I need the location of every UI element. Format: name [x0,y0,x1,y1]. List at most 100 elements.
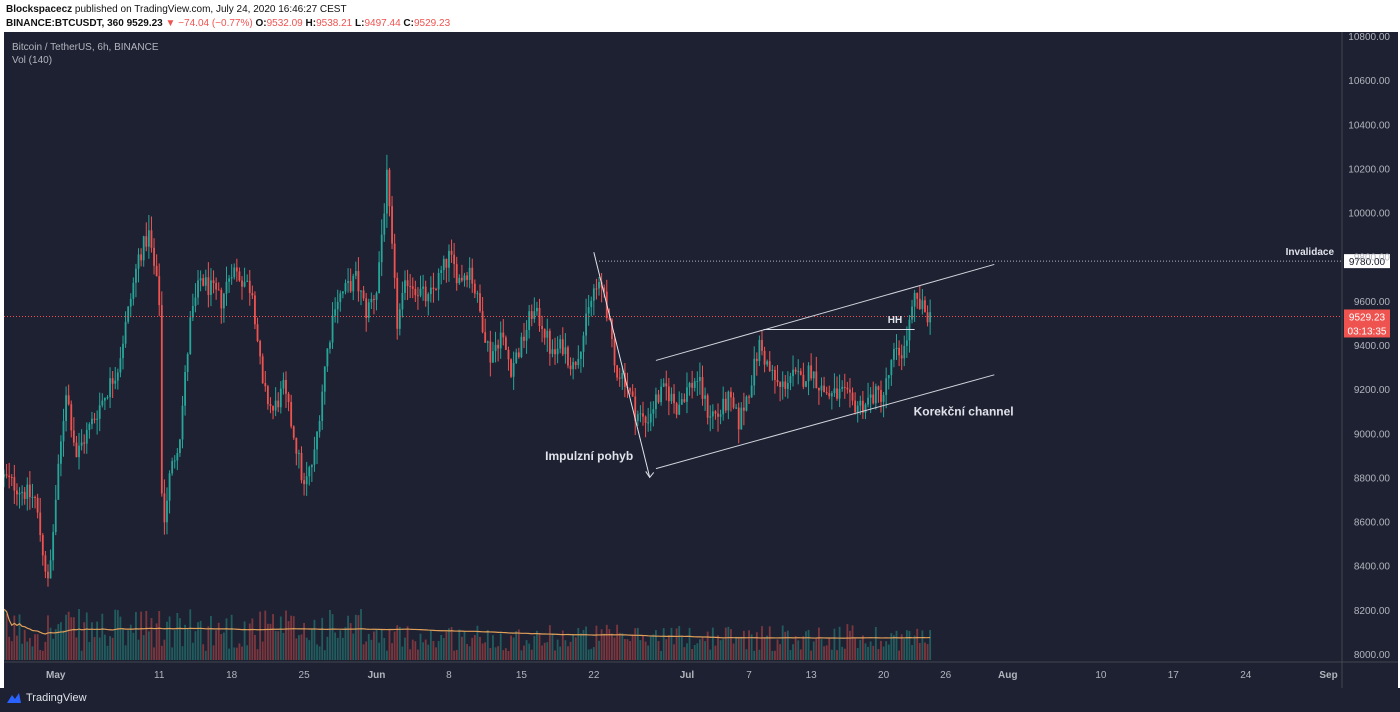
publication-info: published on TradingView.com, July 24, 2… [72,4,347,15]
candle-body [618,377,621,379]
volume-bar [83,622,86,660]
volume-bar [166,621,168,660]
candle-body [564,347,567,355]
candle-body [592,288,595,301]
candle-body [504,337,507,350]
price-chart[interactable]: 9780.00 Invalidace 9529.23 03:13:35 Impulzn… [4,32,1398,688]
chart-panel[interactable]: 9780.00 Invalidace 9529.23 03:13:35 Impulzn… [4,32,1398,688]
volume-bar [833,628,836,660]
time-tick-label: Sep [1319,670,1337,681]
price-tick-label: 8600.00 [1354,518,1391,529]
candle-body [230,277,233,279]
candle-body [316,431,318,450]
candle-body [484,332,487,343]
candle-body [246,280,249,282]
candle-body [385,169,388,214]
volume-bar [717,635,719,660]
volume-bar [176,612,179,660]
author-name[interactable]: Blockspacecz [6,4,73,15]
candle-body [142,236,145,261]
volume-bar [80,650,83,660]
volume-bar [846,624,849,660]
candle-body [44,555,47,572]
volume-bar [890,633,893,660]
candle-body [735,407,738,409]
volume-bar [243,621,246,660]
candle-body [184,371,186,406]
candle-body [422,286,425,289]
volume-bar [864,643,867,660]
volume-bar [895,630,898,660]
candle-body [613,339,616,366]
volume-bar [714,645,717,660]
price-tick-label: 8200.00 [1354,606,1391,617]
candle-body [93,418,96,420]
candle-body [693,381,696,388]
volume-bar [67,611,70,660]
volume-bar [127,630,130,660]
hh-label: HH [888,315,902,326]
candle-body [836,388,838,399]
volume-bar [440,634,443,660]
candle-body [911,306,913,320]
volume-bar [323,650,326,660]
volume-bar [106,645,109,660]
candle-body [900,355,903,359]
volume-bar [825,645,828,660]
candle-body [116,372,119,381]
volume-bar [103,634,106,660]
candle-body [122,343,124,359]
candle-body [753,358,756,386]
volume-bar [334,632,337,660]
candle-body [448,250,450,268]
volume-bar [745,649,748,660]
volume-bar [272,614,274,660]
tradingview-logo[interactable]: TradingView [6,692,87,704]
candle-body [67,395,70,405]
volume-bar [370,639,373,660]
volume-bar [445,631,448,660]
volume-bar [481,643,484,660]
volume-bar [388,629,391,660]
volume-bar [39,650,42,660]
volume-bar [119,616,122,660]
candle-body [830,393,833,397]
price-axis[interactable]: 10800.00 10600.00 10400.00 10200.00 10000.00… [1348,32,1390,661]
candle-body [916,292,919,299]
volume-bar [96,621,99,660]
volume-bar [52,638,55,660]
volume-bar [184,624,186,660]
volume-bar [287,621,290,660]
candle-body [797,371,800,373]
candle-body [235,267,238,272]
volume-bar [818,627,820,660]
volume-bar [655,630,657,660]
volume-bar [541,645,544,660]
volume-bar [525,640,528,660]
candle-body [698,377,701,381]
candle-body [391,206,393,244]
volume-bar [458,629,461,660]
invalidation-price-tag [1344,254,1390,269]
candle-body [251,293,254,296]
volume-bar [210,616,212,660]
volume-bar [140,611,143,660]
candle-body [784,381,787,389]
volume-bar [308,640,311,660]
candle-body [181,405,184,440]
candle-body [538,307,541,327]
volume-bar [305,637,308,660]
volume-bar [225,618,228,660]
time-axis[interactable]: May 11 18 25 Jun 8 15 22 Jul 7 13 20 26 Aug 10 17 24 Sep [46,670,1338,681]
volume-bar [556,639,559,660]
volume-bar [473,635,476,660]
candle-body [437,272,440,290]
volume-bar [546,642,549,660]
candle-body [440,270,443,273]
time-tick-label: 11 [154,670,165,681]
volume-bar [310,629,313,660]
volume-bar [579,633,582,660]
volume-bar [189,609,192,660]
candle-body [21,491,24,493]
volume-bar [587,649,590,660]
